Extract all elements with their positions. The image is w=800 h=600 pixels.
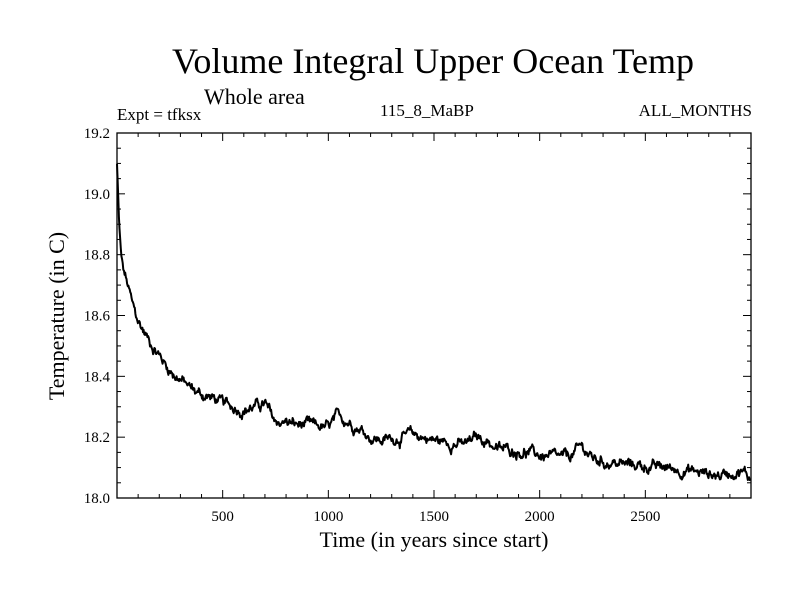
months-label: ALL_MONTHS [638,101,752,120]
y-tick-label: 18.4 [84,369,111,385]
x-axis-label: Time (in years since start) [320,527,549,552]
tick-labels: 500 1000 1500 2000 2500 18.0 18.2 18.4 18.6 18.8 1… [84,126,661,525]
y-tick-label: 18.2 [84,430,110,446]
temperature-series-line [116,163,752,481]
x-tick-label: 2500 [630,509,660,525]
x-tick-label: 1500 [419,509,449,525]
axis-ticks [117,133,751,498]
y-tick-label: 18.8 [84,248,110,264]
run-label: 115_8_MaBP [380,101,474,120]
chart-subtitle: Whole area [204,84,305,109]
x-tick-label: 500 [211,509,234,525]
x-tick-label: 2000 [525,509,555,525]
plot-frame [116,132,752,499]
y-tick-label: 19.2 [84,126,110,142]
experiment-label: Expt = tfksx [117,105,202,124]
y-tick-label: 18.6 [84,309,111,325]
x-tick-label: 1000 [313,509,343,525]
y-axis-label: Temperature (in C) [44,232,69,400]
y-tick-label: 19.0 [84,187,110,203]
chart-title: Volume Integral Upper Ocean Temp [172,41,694,81]
y-tick-label: 18.0 [84,491,110,507]
